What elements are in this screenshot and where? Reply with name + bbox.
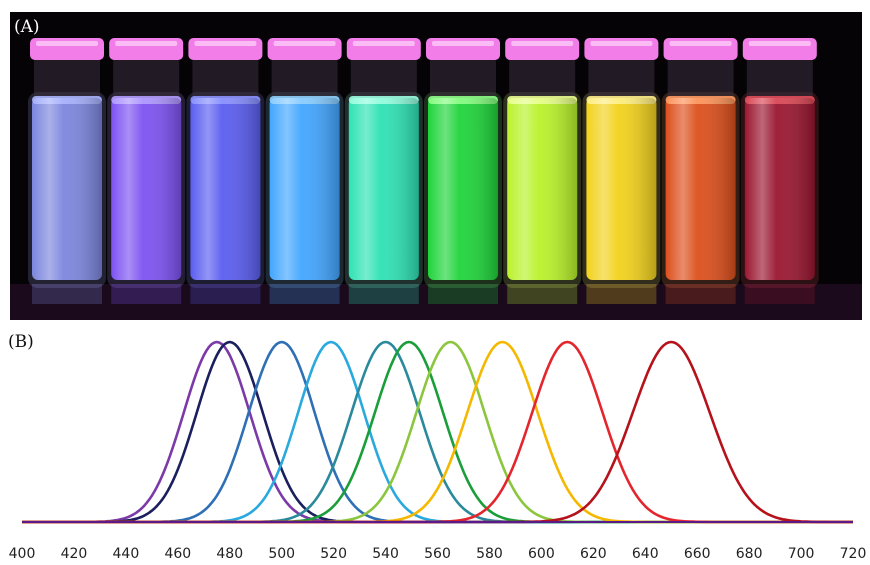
panel-b-label: (B): [8, 332, 34, 352]
x-tick-label: 640: [632, 546, 659, 562]
vial-cap-highlight: [669, 41, 732, 46]
spectrum-line: [22, 340, 853, 524]
vial-cap-highlight: [194, 41, 257, 46]
x-tick-label: 500: [268, 546, 295, 562]
vial-reflection: [586, 284, 657, 304]
spectrum-line: [22, 340, 853, 524]
vial: [186, 38, 265, 304]
emission-spectra-chart: (B) 400 420 440 460 480 500 520 540 560 580 600 620…: [8, 332, 867, 562]
vial-cap-highlight: [748, 41, 811, 46]
quantum-dot-vials-photo: (A): [10, 12, 862, 320]
vial-cap-highlight: [432, 41, 494, 46]
vial-cap-highlight: [115, 41, 178, 46]
vial-neck: [34, 56, 100, 100]
x-tick-label: 620: [580, 546, 607, 562]
vial-glass-shine: [190, 98, 261, 280]
x-tick-label: 420: [61, 546, 88, 562]
vial-reflection: [744, 284, 815, 304]
vial: [107, 38, 186, 304]
vial-neck: [113, 56, 180, 100]
vial-neck: [271, 56, 338, 100]
vial: [582, 38, 661, 304]
x-tick-label: 720: [840, 546, 867, 562]
x-tick-label: 400: [9, 546, 36, 562]
vial-neck: [350, 56, 417, 100]
vial-cap-highlight: [36, 41, 98, 46]
vial-row: [28, 38, 819, 304]
vial-glass-shine: [507, 98, 578, 280]
vial: [28, 38, 106, 304]
vial-neck: [192, 56, 259, 100]
vial-reflection: [428, 284, 498, 304]
vial-glass-shine: [111, 98, 182, 280]
x-tick-label: 580: [476, 546, 503, 562]
spectrum-line: [22, 340, 853, 524]
vial-reflection: [190, 284, 261, 304]
spectrum-line: [22, 340, 853, 524]
x-axis-tick-labels: 400 420 440 460 480 500 520 540 560 580 600 620 640 6…: [9, 546, 867, 562]
vial-reflection: [665, 284, 736, 304]
x-tick-label: 480: [216, 546, 243, 562]
x-tick-label: 540: [372, 546, 399, 562]
vial-glass-shine: [428, 98, 498, 280]
vial-cap-highlight: [273, 41, 336, 46]
spectrum-line: [22, 340, 853, 524]
vial-cap-highlight: [352, 41, 415, 46]
vial: [344, 38, 423, 304]
panel-a-label: (A): [14, 17, 40, 37]
vial: [503, 38, 582, 304]
vial-glass-shine: [744, 98, 815, 280]
vial-neck: [746, 56, 813, 100]
vial-glass-shine: [269, 98, 340, 280]
vial-neck: [430, 56, 496, 100]
vial: [424, 38, 502, 304]
spectrum-line: [22, 340, 853, 524]
x-tick-label: 520: [320, 546, 347, 562]
vial-reflection: [111, 284, 182, 304]
vial: [740, 38, 819, 304]
spectrum-line: [22, 340, 853, 524]
table-surface: [10, 284, 862, 320]
vial-neck: [588, 56, 655, 100]
spectra-series: [22, 340, 853, 524]
spectrum-line: [22, 340, 853, 524]
vial-glass-shine: [586, 98, 657, 280]
vial-cap-highlight: [511, 41, 574, 46]
spectrum-line: [22, 340, 853, 524]
x-tick-label: 660: [684, 546, 711, 562]
vial-neck: [667, 56, 734, 100]
vial-glass-shine: [665, 98, 736, 280]
spectrum-line: [22, 340, 853, 524]
x-tick-label: 440: [113, 546, 140, 562]
x-tick-label: 460: [164, 546, 191, 562]
vial-reflection: [507, 284, 578, 304]
vial-neck: [509, 56, 576, 100]
x-tick-label: 680: [736, 546, 763, 562]
x-tick-label: 700: [788, 546, 815, 562]
vial-glass-shine: [32, 98, 102, 280]
vial: [265, 38, 344, 304]
x-tick-label: 560: [424, 546, 451, 562]
vial-reflection: [32, 284, 102, 304]
vial-glass-shine: [348, 98, 419, 280]
vial: [661, 38, 740, 304]
vial-reflection: [269, 284, 340, 304]
x-tick-label: 600: [528, 546, 555, 562]
vial-reflection: [348, 284, 419, 304]
vial-cap-highlight: [590, 41, 653, 46]
